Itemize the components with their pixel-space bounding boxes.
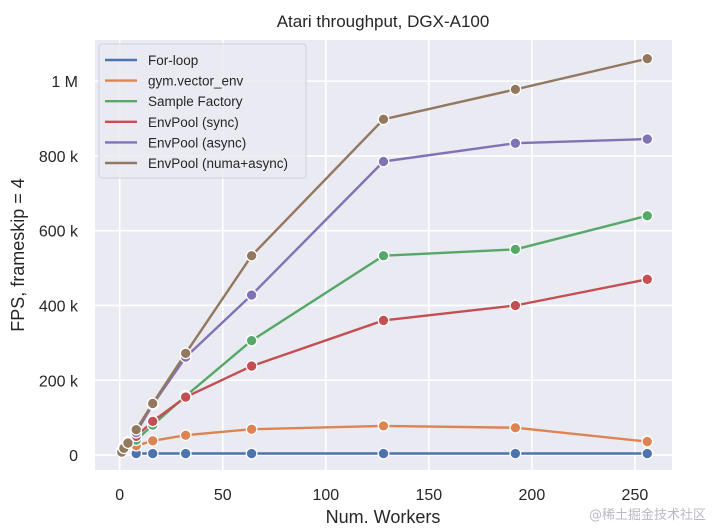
legend-label-envpool-async: EnvPool (async): [148, 135, 246, 150]
legend-label-sample-factory: Sample Factory: [148, 94, 243, 109]
data-point-gym-vector-env: [377, 419, 390, 432]
data-point-sample-factory: [377, 249, 390, 262]
x-tick-label: 200: [519, 487, 546, 504]
x-axis-ticks: 0 50 100 150 200 250: [115, 487, 648, 504]
data-point-for-loop: [245, 447, 258, 460]
data-point-envpool-numa-async: [146, 397, 159, 410]
data-point-for-loop: [509, 447, 522, 460]
data-point-for-loop: [179, 447, 192, 460]
data-point-for-loop: [377, 447, 390, 460]
x-axis-label: Num. Workers: [326, 507, 441, 527]
data-point-envpool-numa-async: [509, 83, 522, 96]
data-point-sample-factory: [509, 243, 522, 256]
y-tick-label: 200 k: [39, 373, 79, 390]
data-point-envpool-sync: [641, 273, 654, 286]
data-point-envpool-sync: [146, 415, 159, 428]
data-point-sample-factory: [641, 209, 654, 222]
data-point-envpool-sync: [377, 314, 390, 327]
data-point-envpool-sync: [245, 360, 258, 373]
data-point-gym-vector-env: [179, 429, 192, 442]
data-point-envpool-numa-async: [179, 347, 192, 360]
chart-title: Atari throughput, DGX-A100: [277, 12, 490, 31]
y-tick-label: 0: [69, 448, 78, 465]
y-axis-ticks: 0 200 k 400 k 600 k 800 k 1 M: [39, 74, 79, 465]
data-point-envpool-async: [509, 137, 522, 150]
data-point-gym-vector-env: [245, 423, 258, 436]
legend: For-loop gym.vector_env Sample Factory EnvP…: [98, 43, 307, 179]
data-point-envpool-numa-async: [377, 113, 390, 126]
y-tick-label: 400 k: [39, 298, 79, 315]
legend-label-envpool-numa-async: EnvPool (numa+async): [148, 156, 288, 171]
data-point-envpool-numa-async: [122, 437, 134, 450]
x-tick-label: 50: [214, 487, 232, 504]
data-point-for-loop: [641, 447, 654, 460]
y-tick-label: 800 k: [39, 149, 79, 166]
data-point-envpool-numa-async: [130, 423, 143, 436]
series-markers: [115, 52, 654, 460]
y-tick-label: 600 k: [39, 224, 79, 241]
legend-label-for-loop: For-loop: [148, 53, 198, 68]
data-point-envpool-numa-async: [641, 52, 654, 65]
data-point-envpool-async: [641, 133, 654, 146]
legend-box: [98, 43, 307, 179]
data-point-envpool-async: [245, 289, 258, 301]
data-point-sample-factory: [245, 334, 258, 347]
x-tick-label: 150: [415, 487, 442, 504]
y-axis-label: FPS, frameskip = 4: [8, 178, 28, 332]
watermark: @稀土掘金技术社区: [588, 508, 706, 523]
x-tick-label: 0: [115, 487, 124, 504]
data-point-envpool-numa-async: [245, 249, 258, 262]
y-tick-label: 1 M: [51, 74, 78, 91]
data-point-gym-vector-env: [641, 435, 654, 448]
legend-label-envpool-sync: EnvPool (sync): [148, 115, 239, 130]
data-point-gym-vector-env: [146, 434, 159, 447]
data-point-envpool-sync: [179, 391, 192, 404]
x-tick-label: 250: [622, 487, 649, 504]
data-point-envpool-sync: [509, 299, 522, 312]
x-tick-label: 100: [312, 487, 339, 504]
legend-label-gym-vector-env: gym.vector_env: [148, 74, 244, 89]
data-point-gym-vector-env: [509, 421, 522, 434]
data-point-envpool-async: [377, 155, 390, 168]
data-point-for-loop: [146, 447, 159, 460]
